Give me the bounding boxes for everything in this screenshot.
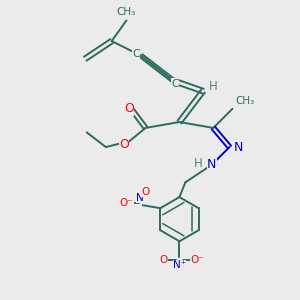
Text: CH₃: CH₃: [236, 96, 255, 106]
Text: N⁺: N⁺: [136, 193, 149, 203]
Text: O: O: [124, 102, 134, 115]
Text: N: N: [207, 158, 217, 171]
Text: O: O: [119, 138, 129, 151]
Text: O⁻: O⁻: [120, 198, 133, 208]
Text: C: C: [171, 79, 179, 89]
Text: O⁻: O⁻: [190, 255, 204, 265]
Text: O: O: [141, 187, 149, 197]
Text: C: C: [132, 49, 140, 59]
Text: O: O: [159, 255, 167, 265]
Text: N⁺: N⁺: [173, 260, 186, 270]
Text: H: H: [209, 80, 218, 93]
Text: CH₃: CH₃: [117, 7, 136, 17]
Text: H: H: [194, 157, 203, 170]
Text: N: N: [234, 141, 243, 154]
